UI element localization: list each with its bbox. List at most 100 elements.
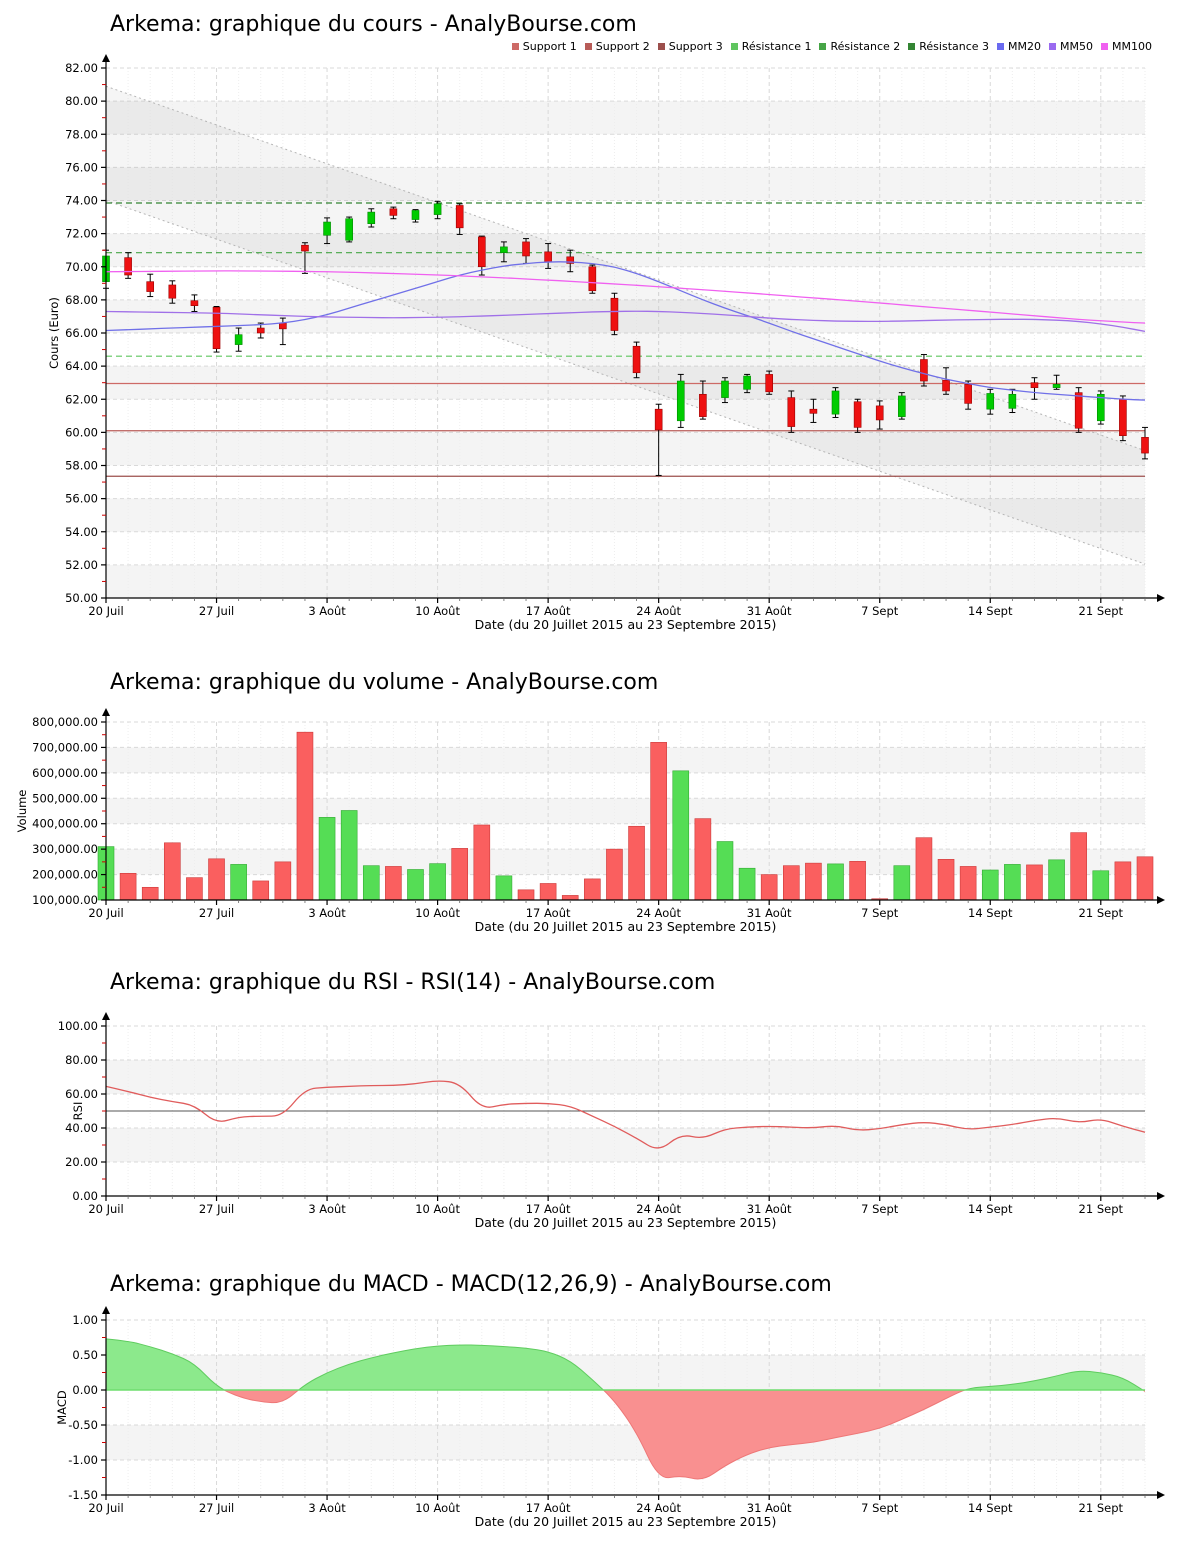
y-tick-label: 50.00 — [65, 591, 98, 605]
x-tick-label: 7 Sept — [861, 1202, 899, 1216]
y-axis-arrow — [102, 1012, 110, 1020]
candlestick-chart: 82.00 80.00 78.00 76.00 74.00 72.00 70.00 68.00… — [47, 54, 1165, 632]
volume-bar-down — [385, 866, 402, 901]
legend-item-support-3: Support 3 — [657, 40, 723, 53]
volume-bar-up — [672, 770, 690, 901]
axes: 82.00 80.00 78.00 76.00 74.00 72.00 70.00 68.00… — [47, 54, 1165, 632]
x-tick-label: 31 Août — [747, 906, 792, 920]
x-tick-label: 24 Août — [636, 604, 681, 618]
rsi-line — [105, 1080, 1146, 1149]
y-tick-label: 600,000.00 — [32, 766, 98, 780]
y-tick-label: 100.00 — [58, 1019, 98, 1033]
y-tick-label: -1.50 — [68, 1488, 98, 1502]
candle-down — [455, 205, 464, 229]
x-tick-label: 17 Août — [526, 1202, 571, 1216]
volume-bar-down — [252, 880, 270, 901]
x-axis-title: Date (du 20 Juillet 2015 au 23 Septembre… — [475, 617, 777, 632]
y-tick-label: -1.00 — [68, 1453, 98, 1467]
candle-down — [699, 393, 707, 417]
x-tick-label: 7 Sept — [861, 604, 899, 618]
candle-up — [234, 334, 243, 345]
legend-item-mm50: MM50 — [1049, 40, 1093, 53]
volume-bar-down — [1136, 856, 1154, 901]
candle-up — [345, 218, 353, 241]
volume-bar-up — [407, 869, 424, 901]
legend-swatch — [511, 43, 519, 50]
volume-bar-up — [340, 810, 358, 901]
y-tick-label: 200,000.00 — [32, 868, 98, 882]
x-tick-label: 10 Août — [415, 1501, 460, 1515]
candle-down — [146, 281, 155, 292]
y-tick-label: 76.00 — [65, 160, 98, 174]
legend-label: MM100 — [1112, 40, 1152, 53]
y-tick-label: 300,000.00 — [32, 842, 98, 856]
y-tick-label: 500,000.00 — [32, 791, 98, 805]
mm100-line — [105, 270, 1146, 324]
mm20-line — [105, 261, 1146, 401]
y-tick-label: 74.00 — [65, 194, 98, 208]
y-axis-title: MACD — [55, 1390, 69, 1425]
candle-down — [478, 236, 486, 268]
candle-up — [676, 380, 685, 422]
volume-bar-down — [164, 842, 181, 901]
y-tick-label: 54.00 — [65, 525, 98, 539]
legend-label: Résistance 2 — [830, 40, 901, 53]
y-tick-label: 78.00 — [65, 127, 98, 141]
volume-bar-down — [628, 825, 645, 901]
candle-down — [1030, 382, 1039, 388]
y-tick-label: 100,000.00 — [32, 893, 98, 907]
candle-down — [168, 284, 177, 299]
candle-up — [1008, 393, 1017, 409]
y-tick-label: 68.00 — [65, 293, 98, 307]
legend-item-support-1: Support 1 — [511, 40, 577, 53]
candle-down — [1141, 437, 1149, 454]
y-tick-label: 0.00 — [72, 1189, 98, 1203]
axes: 800,000.00 700,000.00 600,000.00 500,000.00… — [15, 708, 1165, 934]
legend-swatch — [730, 43, 738, 50]
y-tick-label: 0.50 — [72, 1348, 98, 1362]
x-tick-label: 14 Sept — [968, 1202, 1013, 1216]
y-tick-label: 60.00 — [65, 425, 98, 439]
x-axis-title: Date (du 20 Juillet 2015 au 23 Septembre… — [475, 1215, 777, 1230]
y-tick-label: 1.00 — [72, 1313, 98, 1327]
support-resistance-lines — [106, 202, 1145, 477]
candle-up — [1052, 384, 1061, 388]
candle-down — [190, 300, 199, 306]
volume-bar-up — [981, 869, 999, 901]
x-axis-title: Date (du 20 Juillet 2015 au 23 Septembre… — [475, 919, 777, 934]
candle-down — [853, 401, 862, 428]
y-tick-label: -0.50 — [68, 1418, 98, 1432]
candle-down — [610, 297, 619, 331]
y-tick-label: 20.00 — [65, 1155, 98, 1169]
volume-bar-up — [1004, 864, 1021, 901]
macd-positive-area — [106, 1338, 1145, 1390]
x-tick-label: 27 Juil — [199, 906, 234, 920]
y-axis-title: RSI — [71, 1102, 85, 1121]
volume-bar-down — [959, 866, 977, 901]
volume-bar-up — [1048, 859, 1065, 901]
candle-down — [256, 327, 265, 334]
x-tick-label: 3 Août — [308, 604, 346, 618]
legend-item-résistance-2: Résistance 2 — [819, 40, 900, 53]
legend-label: Support 1 — [522, 40, 577, 53]
x-tick-label: 24 Août — [636, 1501, 681, 1515]
x-tick-label: 21 Sept — [1079, 1501, 1124, 1515]
x-tick-label: 17 Août — [526, 604, 571, 618]
y-tick-label: 70.00 — [65, 260, 98, 274]
candle-up — [411, 210, 420, 220]
legend-item-résistance-3: Résistance 3 — [908, 40, 989, 53]
candle-down — [920, 359, 928, 382]
x-tick-label: 20 Juil — [88, 1501, 123, 1515]
volume-bar-down — [451, 848, 469, 901]
legend-swatch — [997, 43, 1005, 50]
candle-up — [898, 395, 906, 417]
legend-label: Résistance 3 — [919, 40, 990, 53]
volume-bar-down — [186, 877, 203, 901]
legend-item-mm20: MM20 — [997, 40, 1041, 53]
legend-label: Résistance 1 — [741, 40, 812, 53]
x-axis-arrow — [1157, 896, 1165, 904]
